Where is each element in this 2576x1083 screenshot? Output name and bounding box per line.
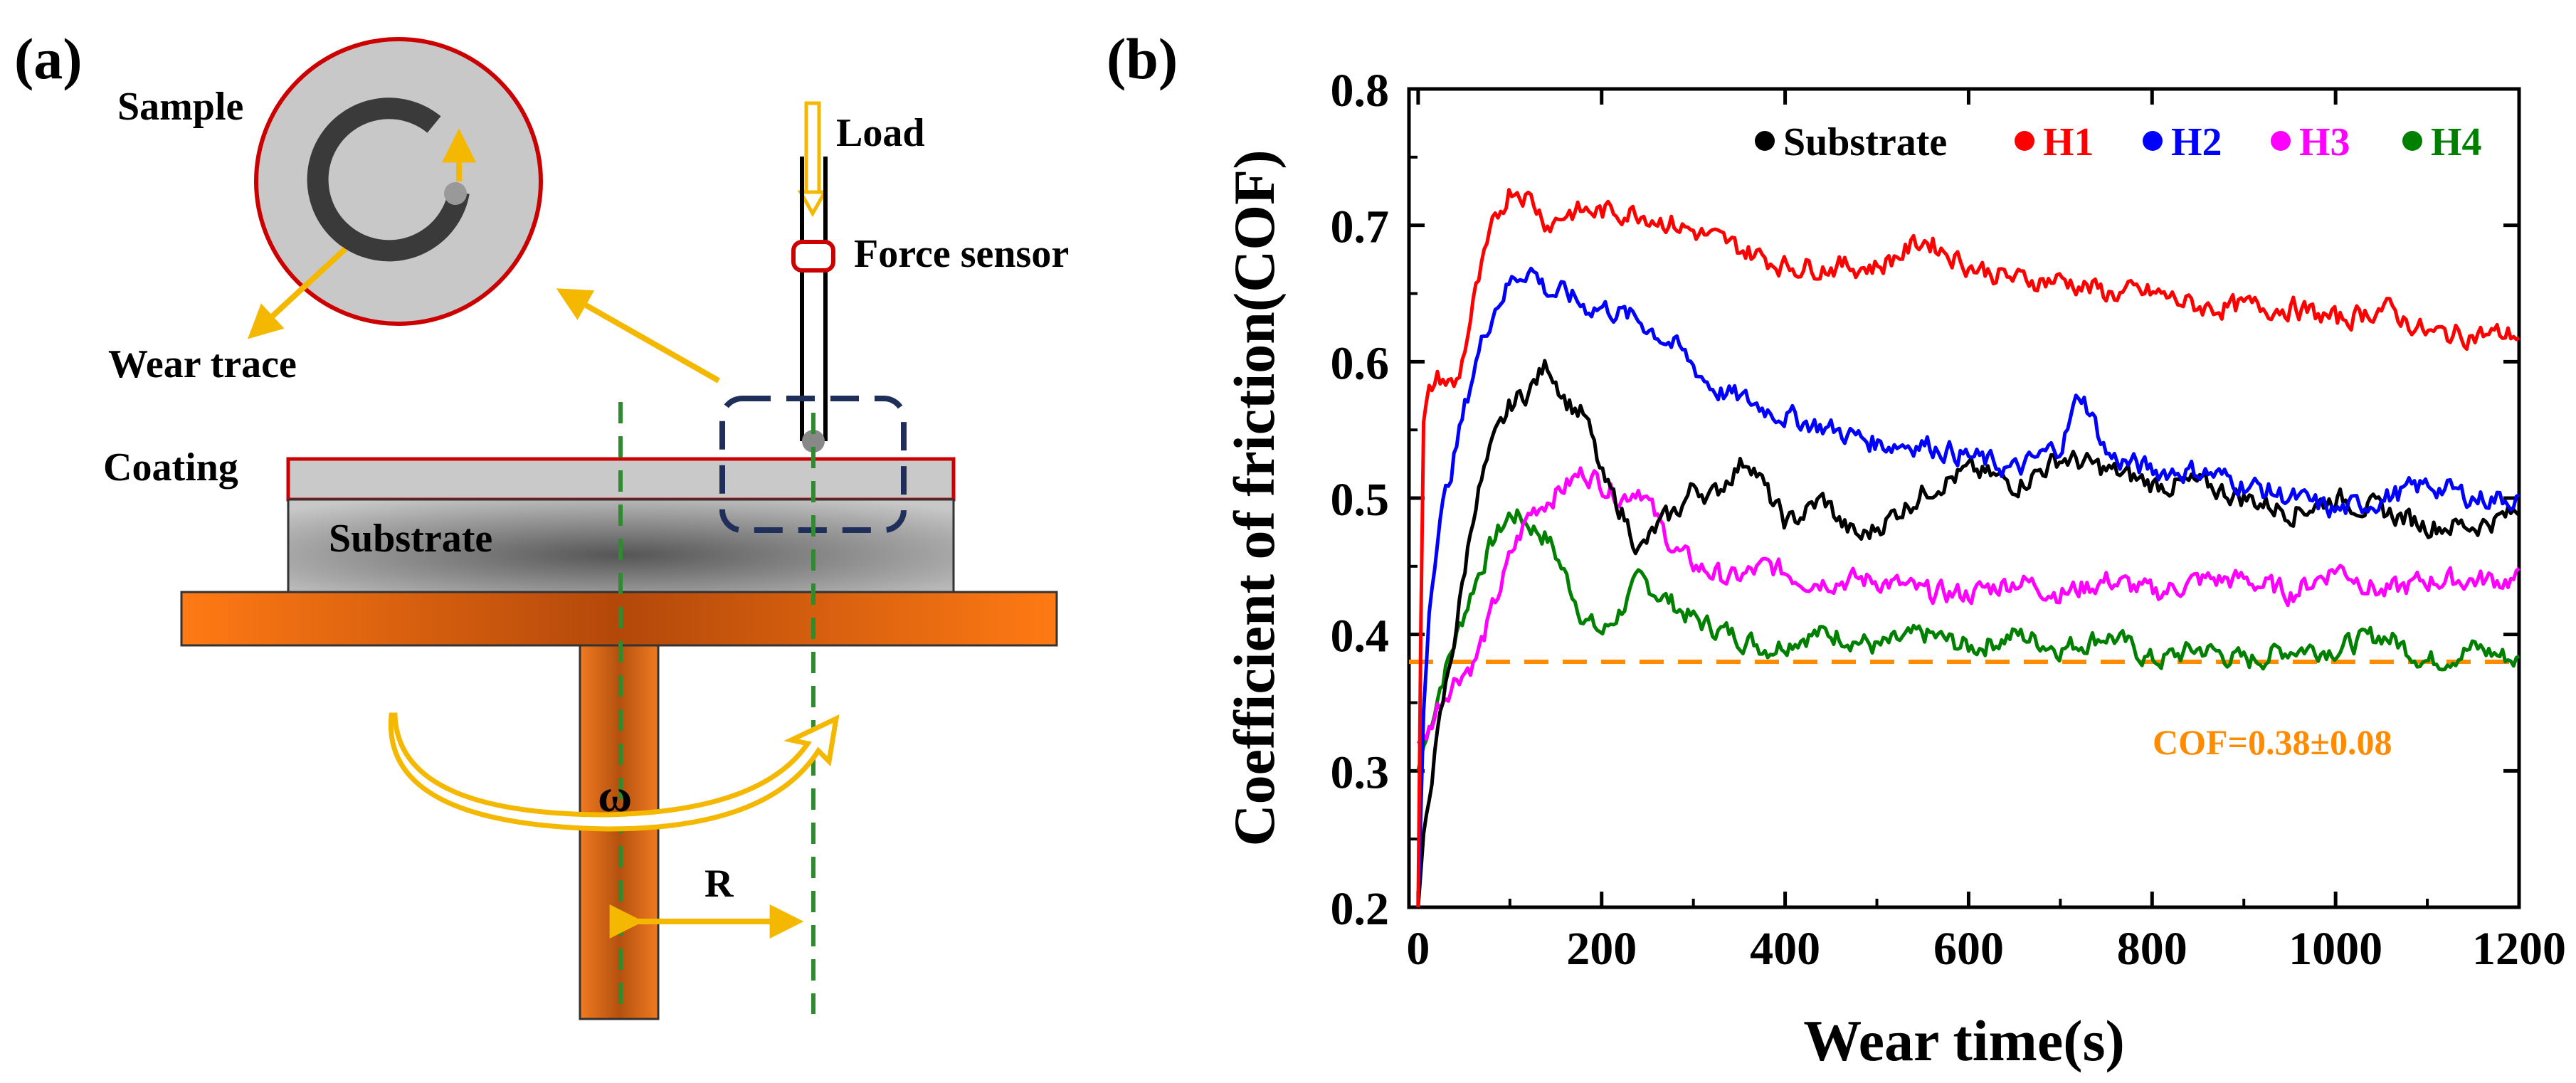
legend-marker-substrate: [1755, 131, 1775, 151]
legend-label-h2: H2: [2171, 120, 2222, 164]
legend-label-h4: H4: [2431, 120, 2482, 164]
x-tick-label: 600: [1933, 923, 2004, 975]
series-line-h4: [1416, 508, 2520, 771]
wear-trace-ring: [307, 97, 470, 262]
legend-marker-h4: [2402, 131, 2422, 151]
legend-label-h1: H1: [2043, 120, 2094, 164]
contact-point: [444, 182, 467, 205]
load-arrow-head: [797, 190, 828, 218]
coating-label: Coating: [103, 445, 238, 490]
probe-ball: [802, 430, 825, 453]
series-lines: [1416, 188, 2520, 908]
series-line-h3: [1416, 466, 2520, 745]
legend-marker-h2: [2143, 131, 2163, 151]
load-arrow-body: [804, 101, 821, 194]
x-tick-label: 400: [1750, 923, 1820, 975]
y-tick-label: 0.2: [1331, 883, 1390, 935]
x-tick-label: 1200: [2472, 923, 2566, 975]
omega-label: ω: [598, 770, 632, 822]
y-axis-label: Coefficient of friction(COF): [1222, 149, 1287, 846]
radius-label: R: [704, 862, 734, 906]
load-label: Load: [836, 111, 925, 155]
x-tick-label: 200: [1566, 923, 1637, 975]
y-tick-label: 0.3: [1331, 746, 1390, 798]
rotation-arrow: [388, 712, 840, 832]
legend-marker-h3: [2271, 131, 2291, 151]
y-tick-label: 0.4: [1331, 611, 1390, 662]
series-line-substrate: [1416, 359, 2520, 908]
legend: Substrate H1 H2 H3 H4: [1755, 120, 2482, 164]
y-tick-label: 0.7: [1331, 201, 1390, 253]
panel-a-label: (a): [14, 26, 83, 91]
wear-trace-label: Wear trace: [108, 342, 297, 386]
y-tick-label: 0.5: [1331, 474, 1390, 526]
legend-label-substrate: Substrate: [1783, 120, 1947, 164]
legend-marker-h1: [2015, 131, 2034, 151]
force-sensor: [791, 240, 835, 273]
reference-label: COF=0.38±0.08: [2153, 722, 2392, 762]
series-line-h2: [1416, 266, 2520, 908]
x-tick-labels: 0 200 400 600 800 1000 1200: [1406, 923, 2566, 975]
substrate-label: Substrate: [329, 517, 492, 561]
panel-b-label: (b): [1107, 26, 1178, 91]
x-tick-label: 800: [2117, 923, 2187, 975]
panel-a: (a) Sample Wear trace Load Force sensor …: [14, 26, 1069, 1020]
y-tick-labels: 0.2 0.3 0.4 0.5 0.6 0.7 0.8: [1331, 65, 1390, 935]
legend-label-h3: H3: [2299, 120, 2350, 164]
x-axis-label: Wear time(s): [1803, 1008, 2125, 1073]
zoom-pointer: [556, 288, 720, 384]
sample-label: Sample: [117, 85, 243, 129]
series-line-h1: [1416, 188, 2520, 908]
sample-disk: [254, 37, 543, 326]
panel-b: (b) 0 200 400 600 800 1000 1200 0.20.30.40.50.…: [1107, 26, 2566, 1073]
y-tick-label: 0.6: [1331, 337, 1390, 389]
y-tick-label: 0.8: [1331, 65, 1390, 117]
force-sensor-label: Force sensor: [854, 232, 1069, 276]
wear-trace-pointer: [247, 247, 347, 339]
x-tick-label: 0: [1406, 923, 1430, 975]
x-tick-label: 1000: [2289, 923, 2382, 975]
